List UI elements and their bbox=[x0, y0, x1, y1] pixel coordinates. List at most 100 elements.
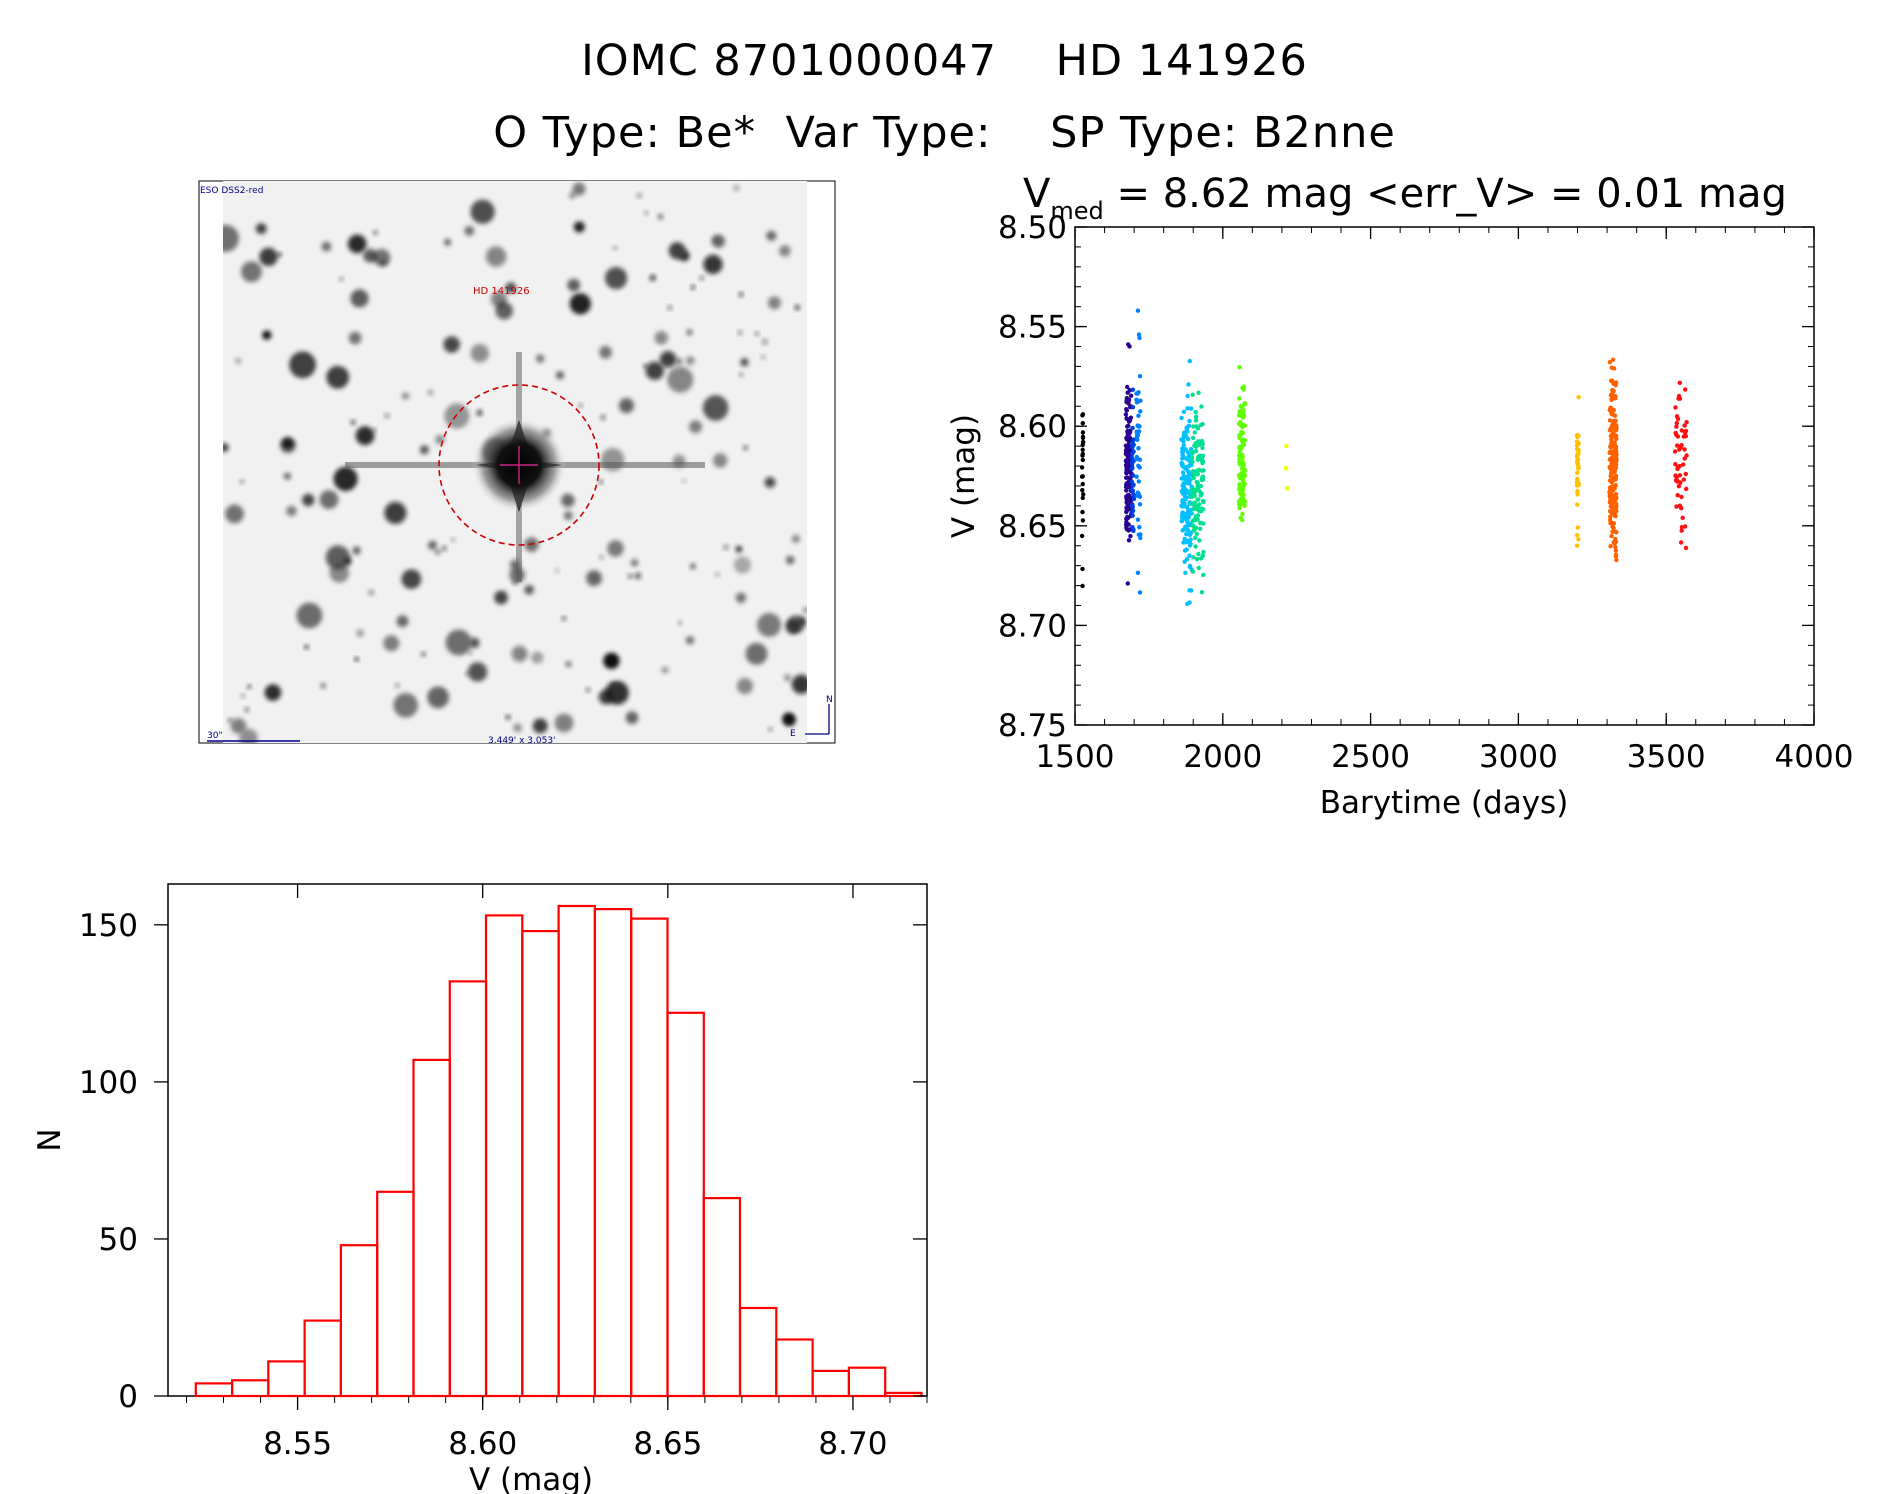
lc-point-season-2 bbox=[1125, 493, 1131, 498]
lc-point-season-7 bbox=[1241, 481, 1247, 487]
lc-point-season-1 bbox=[1080, 421, 1086, 426]
lc-y-tick-label: 8.50 bbox=[998, 210, 1067, 246]
field-star bbox=[239, 479, 244, 484]
lc-point-season-7 bbox=[1236, 473, 1242, 478]
field-star bbox=[598, 479, 603, 484]
field-star bbox=[255, 223, 267, 235]
field-star bbox=[485, 246, 507, 267]
lc-point-season-6 bbox=[1200, 445, 1205, 451]
field-star bbox=[350, 289, 369, 308]
hist-bar bbox=[448, 980, 488, 1398]
field-star bbox=[713, 453, 728, 468]
lc-point-season-5 bbox=[1186, 513, 1191, 518]
field-star bbox=[685, 636, 695, 645]
lc-point-season-4 bbox=[1135, 437, 1140, 442]
hist-bar bbox=[630, 917, 669, 1398]
lc-point-season-10 bbox=[1610, 444, 1615, 449]
lc-point-season-2 bbox=[1128, 415, 1134, 420]
lc-point-season-10 bbox=[1607, 500, 1613, 505]
field-star bbox=[644, 211, 649, 216]
lc-point-season-6 bbox=[1189, 455, 1195, 460]
lc-point-season-5 bbox=[1180, 500, 1186, 505]
lc-point-season-4 bbox=[1136, 413, 1141, 418]
field-star bbox=[607, 540, 624, 557]
lc-point-season-5 bbox=[1181, 409, 1187, 414]
field-star bbox=[356, 629, 364, 637]
lc-point-season-1 bbox=[1080, 434, 1086, 439]
lc-point-season-11 bbox=[1683, 387, 1688, 392]
lc-point-season-11 bbox=[1675, 416, 1681, 422]
hist-bars bbox=[194, 904, 923, 1398]
lc-point-season-5 bbox=[1180, 483, 1186, 488]
lc-point-season-6 bbox=[1196, 390, 1201, 395]
field-star bbox=[235, 358, 242, 364]
lc-point-season-6 bbox=[1192, 490, 1197, 495]
lc-point-season-10 bbox=[1608, 473, 1613, 479]
lc-point-season-6 bbox=[1196, 551, 1201, 557]
field-star bbox=[467, 662, 488, 682]
lc-point-season-7 bbox=[1240, 415, 1246, 420]
lc-point-season-9 bbox=[1575, 489, 1580, 495]
lc-point-season-2 bbox=[1124, 516, 1129, 521]
hist-plot-frame bbox=[167, 883, 928, 1397]
lc-point-season-11 bbox=[1683, 545, 1689, 551]
light-curve-chart: Vmed = 8.62 mag <err_V> = 0.01 mag 1500 2… bbox=[946, 171, 1853, 821]
hist-bar bbox=[557, 904, 596, 1398]
lc-point-season-4 bbox=[1134, 474, 1139, 479]
lc-point-season-5 bbox=[1187, 553, 1192, 558]
field-star bbox=[690, 563, 696, 569]
field-star bbox=[736, 677, 754, 695]
lc-point-season-5 bbox=[1183, 487, 1188, 492]
lc-point-season-11 bbox=[1675, 466, 1680, 472]
lc-y-tick-label: 8.60 bbox=[998, 409, 1067, 445]
lc-point-season-6 bbox=[1197, 467, 1202, 473]
field-star bbox=[612, 245, 618, 251]
lc-point-season-5 bbox=[1181, 464, 1187, 470]
lc-point-season-2 bbox=[1127, 437, 1133, 442]
field-star bbox=[733, 556, 752, 574]
field-star bbox=[469, 637, 480, 649]
lc-point-season-5 bbox=[1184, 428, 1190, 433]
field-star bbox=[241, 261, 262, 283]
lc-point-season-5 bbox=[1185, 436, 1191, 442]
lc-point-season-6 bbox=[1197, 489, 1202, 494]
hist-bar bbox=[484, 914, 524, 1398]
field-star bbox=[643, 363, 648, 368]
target-marker-circle bbox=[438, 384, 600, 546]
hist-bar bbox=[267, 1360, 306, 1398]
lc-point-season-6 bbox=[1191, 473, 1196, 478]
lc-point-season-4 bbox=[1136, 399, 1141, 404]
lc-point-season-2 bbox=[1125, 446, 1131, 451]
hist-axes: 8.55 8.60 8.65 8.70 0 50 100 150 bbox=[79, 884, 928, 1462]
lc-point-season-7 bbox=[1240, 500, 1245, 505]
lc-point-season-10 bbox=[1611, 418, 1617, 424]
field-star bbox=[435, 549, 441, 555]
lc-point-season-5 bbox=[1182, 516, 1187, 521]
field-star bbox=[511, 645, 528, 662]
lc-point-season-3 bbox=[1130, 405, 1136, 410]
hist-bar bbox=[376, 1190, 415, 1398]
field-star bbox=[785, 555, 795, 565]
field-star bbox=[572, 182, 586, 196]
field-star bbox=[561, 616, 567, 621]
lc-point-season-9 bbox=[1575, 434, 1580, 440]
field-star bbox=[699, 275, 704, 281]
field-star bbox=[223, 443, 229, 452]
lc-point-season-10 bbox=[1612, 486, 1617, 491]
lc-point-season-10 bbox=[1613, 548, 1619, 553]
north-label: N bbox=[826, 695, 833, 705]
field-star bbox=[302, 493, 315, 507]
lc-point-season-4 bbox=[1136, 446, 1141, 451]
field-star bbox=[535, 354, 545, 363]
lc-point-season-3 bbox=[1130, 425, 1135, 431]
field-star bbox=[451, 537, 456, 542]
field-star bbox=[230, 718, 247, 734]
lc-y-tick-label: 8.65 bbox=[998, 509, 1067, 545]
field-star bbox=[368, 589, 374, 596]
field-star bbox=[223, 224, 239, 252]
field-star bbox=[421, 652, 426, 657]
lc-point-season-10 bbox=[1613, 465, 1619, 470]
field-star bbox=[384, 501, 407, 524]
hist-bar bbox=[811, 1369, 850, 1398]
